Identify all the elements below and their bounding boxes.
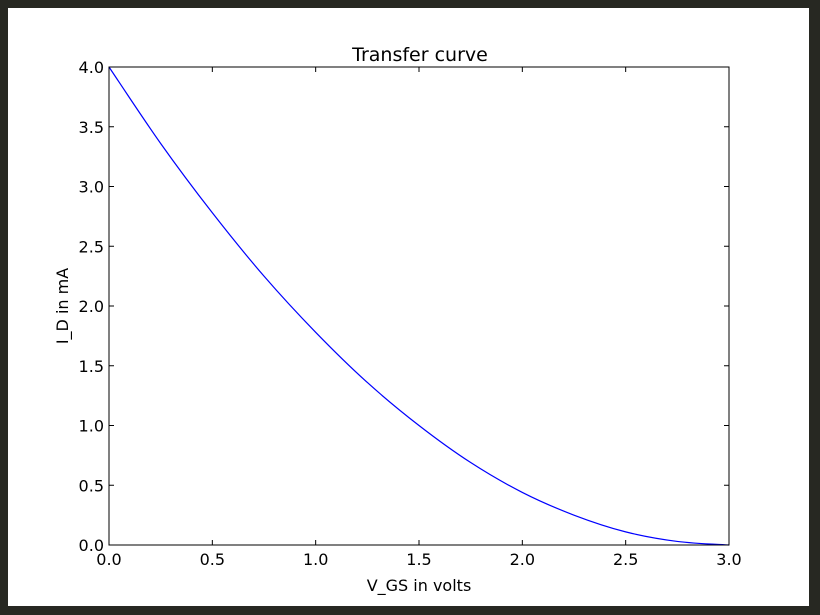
x-axis-label: V_GS in volts [367,576,472,596]
y-axis-label: I_D in mA [53,268,73,344]
y-tick-label: 1.5 [79,357,104,376]
chart-title: Transfer curve [351,44,488,66]
y-tick-label: 2.0 [79,297,104,316]
plot-area: 0.0 0.5 1.0 1.5 2.0 2.5 3.0 0.0 0.5 1.0 1.5 2.0 2.5 3… [79,58,742,569]
x-tick-label: 0.0 [96,550,121,569]
plot-frame [108,66,730,546]
x-tick-label: 2.0 [510,550,535,569]
y-tick-label: 2.5 [79,237,104,256]
y-tick-label: 4.0 [79,58,104,77]
x-tick-label: 1.5 [406,550,431,569]
y-tick-label: 3.0 [79,178,104,197]
x-tick-label: 0.5 [200,550,225,569]
series-line-0 [108,66,730,546]
y-tick-label: 0.0 [79,536,104,555]
y-tick-label: 0.5 [79,476,104,495]
x-tick-label: 1.0 [303,550,328,569]
x-tick-label: 3.0 [716,550,741,569]
y-tick-label: 1.0 [79,417,104,436]
y-tick-label: 3.5 [79,118,104,137]
x-tick-label: 2.5 [613,550,638,569]
figure-background [8,8,809,606]
